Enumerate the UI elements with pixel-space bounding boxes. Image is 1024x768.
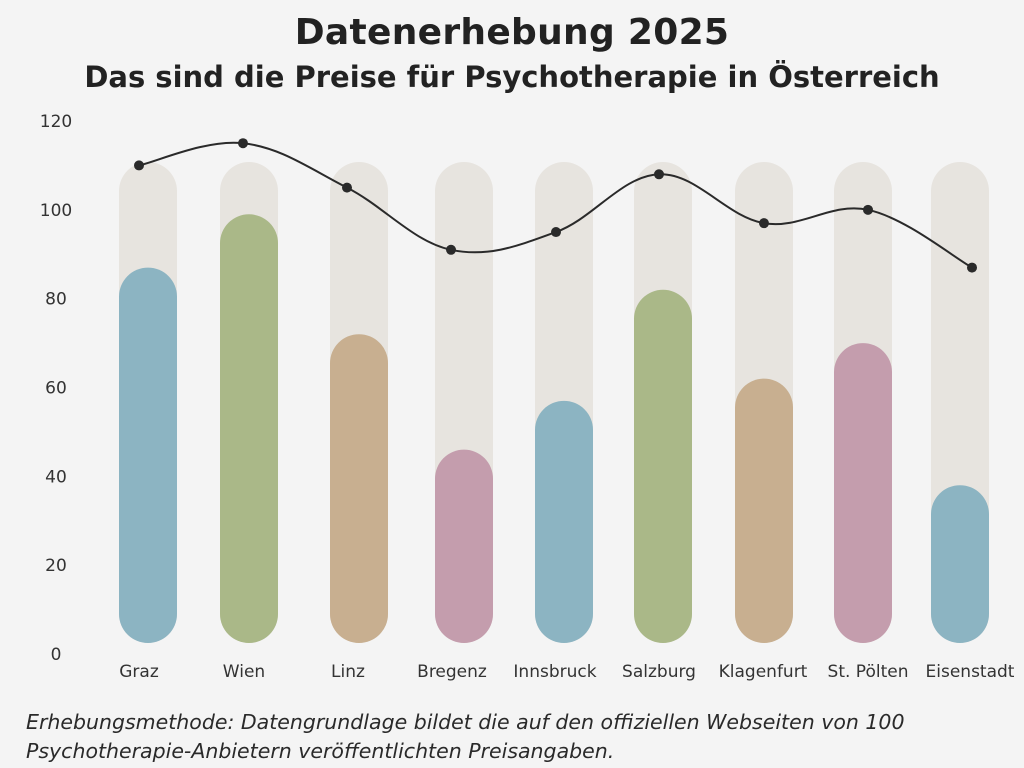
line-point: [863, 204, 873, 215]
x-tick-label: Linz: [331, 662, 365, 682]
bar: [931, 485, 989, 643]
x-tick-label: Innsbruck: [513, 662, 596, 682]
line-point: [551, 227, 561, 238]
methodology-footnote: Erhebungsmethode: Datengrundlage bildet …: [26, 708, 1006, 766]
bar: [834, 343, 892, 643]
chart-subtitle: Das sind die Preise für Psychotherapie i…: [84, 60, 940, 94]
x-tick-label: St. Pölten: [828, 662, 909, 682]
y-tick-label: 0: [51, 645, 62, 665]
x-tick-label: Eisenstadt: [926, 662, 1015, 682]
bar: [535, 400, 593, 643]
y-tick-label: 60: [45, 379, 67, 399]
x-tick-label: Graz: [119, 662, 159, 682]
x-tick-label: Wien: [223, 662, 265, 682]
bar: [735, 378, 793, 643]
price-line: [134, 138, 977, 273]
x-tick-label: Klagenfurt: [719, 662, 808, 682]
line-point: [654, 169, 664, 180]
bar: [634, 289, 692, 643]
footnote-line-1: Erhebungsmethode: Datengrundlage bildet …: [26, 710, 905, 734]
line-point: [342, 182, 352, 193]
line-point: [446, 244, 456, 255]
y-tick-label: 40: [45, 467, 67, 487]
footnote-line-2: Psychotherapie-Anbietern veröffentlichte…: [26, 739, 615, 763]
y-axis: 0 20 40 60 80 100 120: [40, 112, 72, 665]
x-tick-label: Salzburg: [622, 662, 696, 682]
line-point: [134, 160, 144, 171]
x-tick-label: Bregenz: [417, 662, 487, 682]
bars: [119, 214, 989, 643]
chart-title: Datenerhebung 2025: [294, 12, 730, 53]
bar: [220, 214, 278, 643]
line-point: [238, 138, 248, 149]
y-tick-label: 20: [45, 556, 67, 576]
y-tick-label: 80: [45, 290, 67, 310]
line-point: [759, 218, 769, 229]
y-tick-label: 100: [40, 201, 72, 221]
bar: [435, 449, 493, 643]
bar: [330, 334, 388, 643]
line-point: [967, 262, 977, 273]
x-axis: Graz Wien Linz Bregenz Innsbruck Salzburg Klag…: [119, 662, 1015, 682]
bar: [119, 267, 177, 643]
y-tick-label: 120: [40, 112, 72, 132]
